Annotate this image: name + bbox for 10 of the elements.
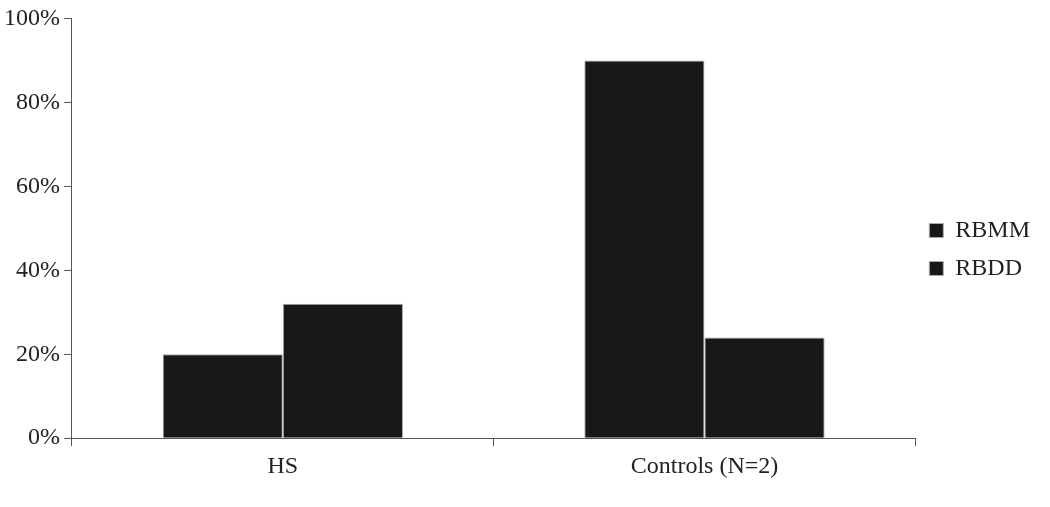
legend-label: RBDD [955,253,1022,280]
y-tick-label: 80% [15,87,60,114]
legend-label: RBMM [955,215,1031,242]
x-tick-label: HS [267,451,299,478]
y-tick-label: 60% [15,171,60,198]
y-tick-label: 20% [15,339,60,366]
y-tick-label: 100% [3,3,60,30]
y-tick-label: 40% [15,255,60,282]
y-tick-label: 0% [27,423,60,450]
x-tick-label: Controls (N=2) [630,451,779,478]
